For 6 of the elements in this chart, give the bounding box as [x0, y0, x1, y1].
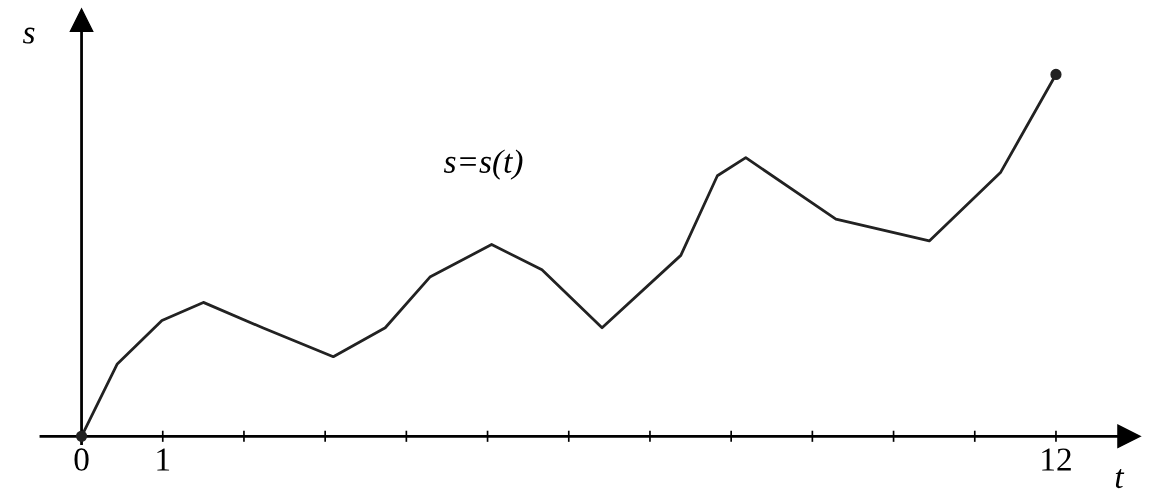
x-tick-label: 1 — [157, 448, 170, 471]
y-axis-title: s — [22, 27, 35, 44]
annotation: s=s(t) — [443, 149, 523, 180]
x-tick-label: 12 — [1042, 448, 1071, 471]
x-tick-label: 0 — [74, 448, 89, 471]
x-axis-title: t — [1115, 469, 1125, 489]
